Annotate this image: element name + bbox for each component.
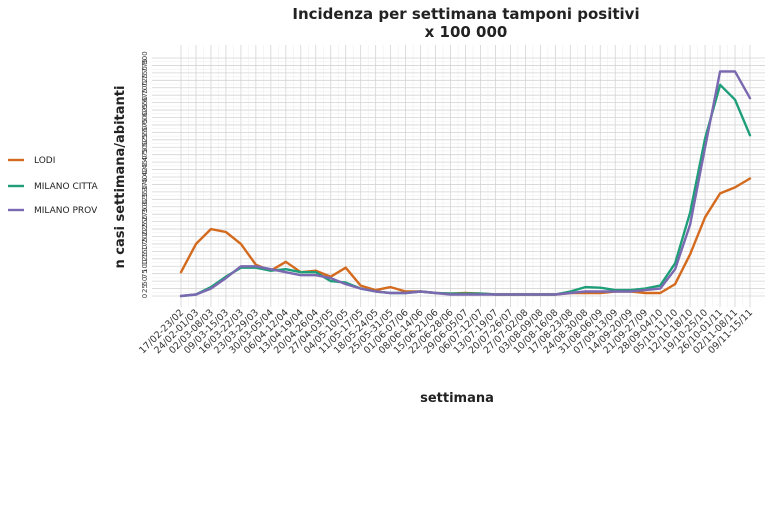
y-tick-label: 375	[141, 178, 149, 191]
y-tick-label: 400	[141, 170, 149, 183]
x-axis-ticks: 17/02-23/0224/02-01/0302/03-08/0309/03-1…	[137, 307, 755, 356]
y-tick-label: 200	[141, 230, 149, 243]
y-tick-label: 575	[141, 118, 149, 131]
y-tick-label: 25	[141, 284, 149, 293]
y-tick-label: 775	[141, 59, 149, 72]
y-tick-label: 75	[141, 269, 149, 278]
y-tick-label: 525	[141, 133, 149, 146]
y-tick-label: 675	[141, 89, 149, 102]
y-tick-label: 800	[141, 51, 149, 64]
series-lines	[179, 70, 752, 298]
legend-label: LODI	[34, 156, 55, 166]
y-tick-label: 500	[141, 141, 149, 154]
x-axis-label: settimana	[420, 391, 494, 406]
chart-subtitle: x 100 000	[425, 23, 508, 41]
y-tick-label: 725	[141, 74, 149, 87]
legend-label: MILANO PROV	[34, 206, 98, 216]
chart-title: Incidenza per settimana tamponi positivi	[292, 5, 639, 23]
y-tick-label: 100	[141, 260, 149, 273]
y-tick-label: 450	[141, 155, 149, 168]
series-line-milano-prov	[179, 70, 752, 298]
y-tick-label: 625	[141, 103, 149, 116]
y-tick-label: 475	[141, 148, 149, 161]
y-axis-label: n casi settimana/abitanti	[113, 86, 128, 269]
y-tick-label: 650	[141, 96, 149, 109]
y-tick-label: 150	[141, 245, 149, 258]
y-tick-label: 225	[141, 222, 149, 235]
y-tick-label: 750	[141, 66, 149, 79]
y-tick-label: 425	[141, 163, 149, 176]
y-tick-label: 175	[141, 237, 149, 250]
y-tick-label: 125	[141, 252, 149, 265]
legend-label: MILANO CITTA	[34, 182, 99, 192]
y-tick-label: 325	[141, 193, 149, 206]
grid	[152, 45, 765, 307]
y-tick-label: 300	[141, 200, 149, 213]
y-tick-label: 600	[141, 111, 149, 124]
y-tick-label: 0	[141, 294, 149, 298]
y-tick-label: 275	[141, 208, 149, 221]
y-tick-label: 50	[141, 277, 149, 286]
y-axis-ticks: 0255075100125150175200225250275300325350…	[141, 51, 149, 298]
y-tick-label: 250	[141, 215, 149, 228]
y-tick-label: 350	[141, 185, 149, 198]
y-tick-label: 550	[141, 126, 149, 139]
y-tick-label: 700	[141, 81, 149, 94]
legend: LODI MILANO CITTA MILANO PROV	[8, 156, 99, 216]
